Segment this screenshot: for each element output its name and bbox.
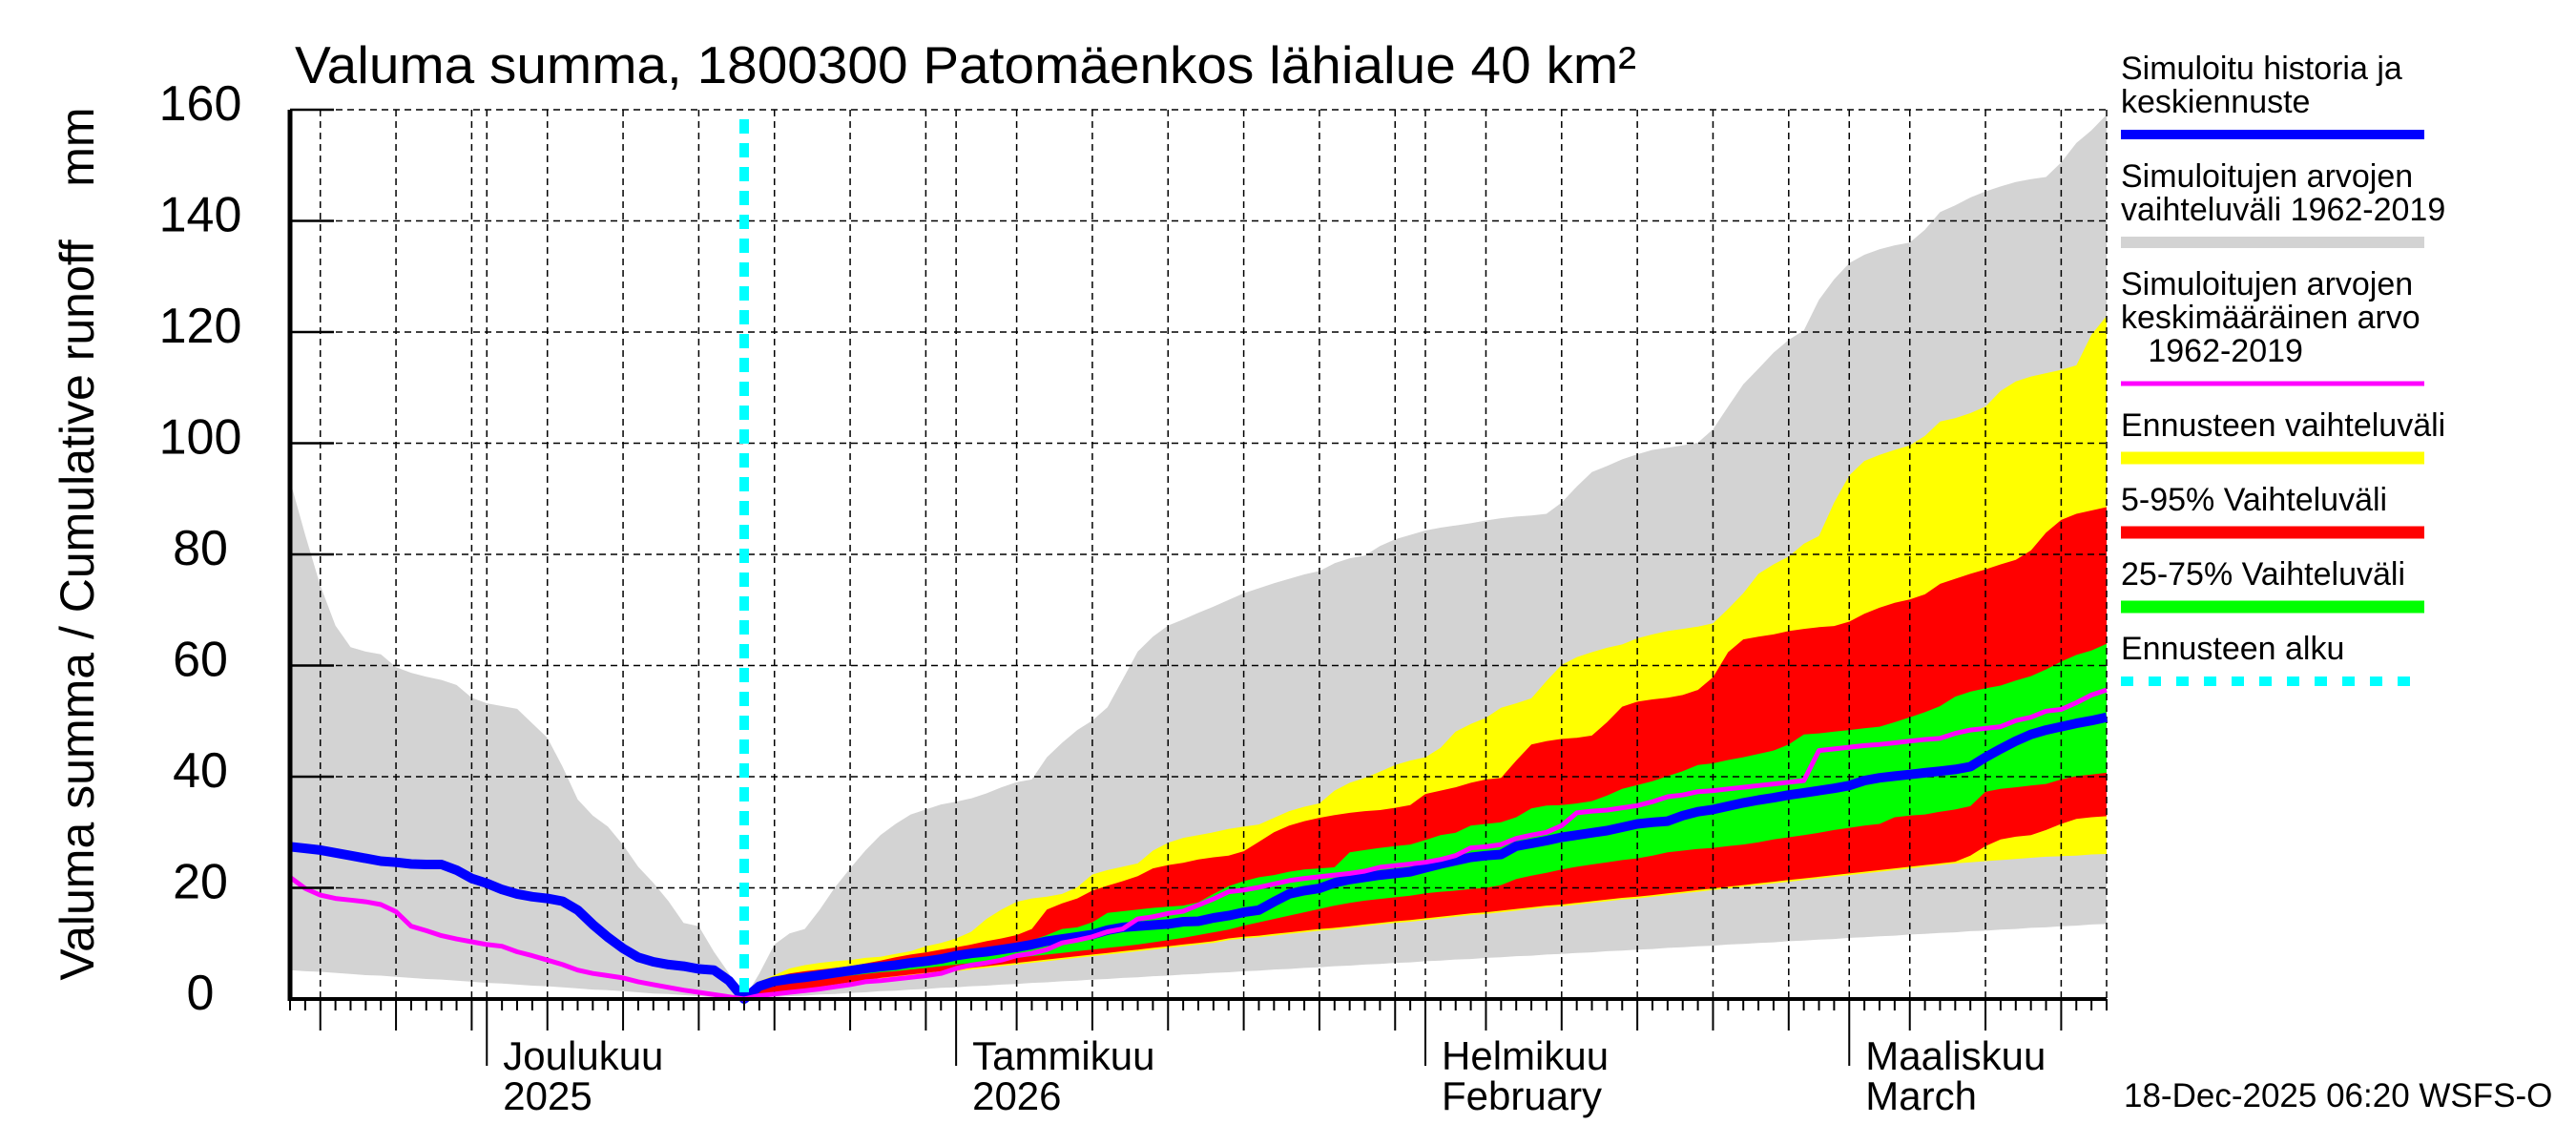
legend-label: 5-95% Vaihteluväli [2121, 482, 2387, 518]
chart-title: Valuma summa, 1800300 Patomäenkos lähial… [295, 35, 1636, 94]
y-tick-label: 60 [173, 633, 228, 688]
x-month-sublabel: 2026 [972, 1073, 1061, 1118]
axis-layer [287, 108, 2108, 1066]
legend-item-fc_start: Ennusteen alku [2121, 631, 2424, 686]
band-layer [290, 114, 2107, 1000]
legend-label: keskiennuste [2121, 84, 2310, 120]
y-tick-label: 20 [173, 855, 228, 910]
x-month-label: Helmikuu [1442, 1033, 1609, 1078]
legend-label: Simuloitujen arvojen [2121, 158, 2413, 195]
y-tick-label: 80 [173, 521, 228, 576]
legend-label: Simuloitu historia ja [2121, 51, 2402, 87]
x-month-sublabel: 2025 [503, 1073, 592, 1118]
legend-label: 1962-2019 [2121, 333, 2303, 369]
legend-item-p25_75: 25-75% Vaihteluväli [2121, 556, 2424, 614]
y-tick-label: 40 [173, 743, 228, 799]
x-month-label: Joulukuu [503, 1033, 663, 1078]
line-sim_mean [288, 687, 2108, 1002]
x-month-sublabel: March [1865, 1073, 1977, 1118]
legend-item-fc_range: Ennusteen vaihteluväli [2121, 407, 2445, 465]
line-history_median [289, 712, 2109, 1004]
band-p25_75 [744, 643, 2107, 999]
x-month-label: Tammikuu [972, 1033, 1154, 1078]
legend-label: Ennusteen vaihteluväli [2121, 407, 2445, 444]
timestamp: 18-Dec-2025 06:20 WSFS-O [2124, 1077, 2552, 1114]
legend-label: Simuloitujen arvojen [2121, 266, 2413, 302]
y-tick-label: 0 [187, 966, 215, 1021]
band-p5_95 [744, 507, 2107, 999]
legend: Simuloitu historia jakeskiennusteSimuloi… [2121, 51, 2445, 686]
y-tick-label: 140 [159, 188, 242, 243]
legend-label: vaihteluväli 1962-2019 [2121, 192, 2445, 228]
legend-label: 25-75% Vaihteluväli [2121, 556, 2405, 593]
y-axis-title: Valuma summa / Cumulative runoff mm [51, 107, 104, 980]
legend-item-p5_95: 5-95% Vaihteluväli [2121, 482, 2424, 539]
y-tick-label: 120 [159, 299, 242, 354]
x-month-label: Maaliskuu [1865, 1033, 2046, 1078]
x-month-sublabel: February [1442, 1073, 1602, 1118]
y-tick-label: 100 [159, 410, 242, 466]
legend-label: keskimääräinen arvo [2121, 300, 2420, 336]
y-tick-label: 160 [159, 76, 242, 132]
line-layer [288, 687, 2109, 1004]
legend-label: Ennusteen alku [2121, 631, 2344, 667]
